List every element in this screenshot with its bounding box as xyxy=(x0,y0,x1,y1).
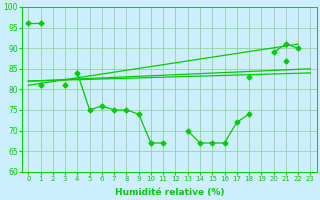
X-axis label: Humidité relative (%): Humidité relative (%) xyxy=(115,188,224,197)
